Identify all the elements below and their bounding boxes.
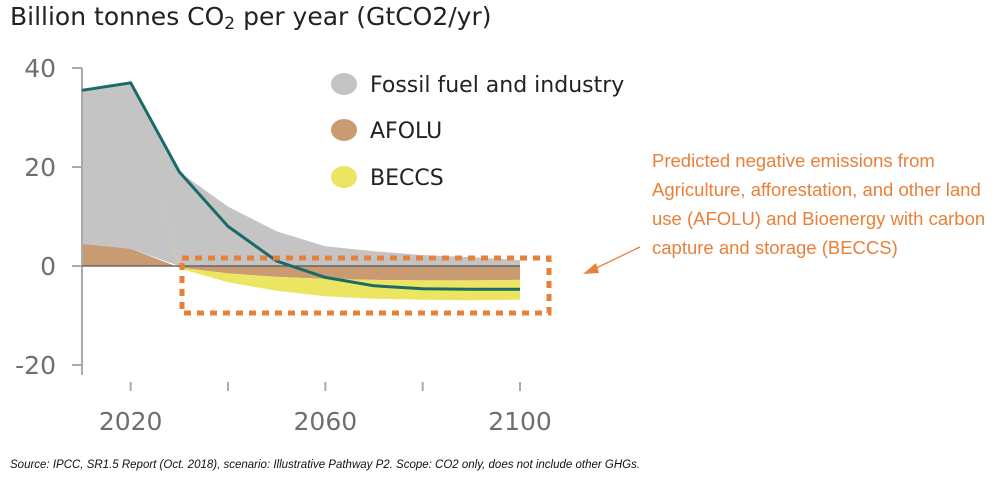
axes-layer: -20 0 20 40 2020 2060 2100 — [15, 54, 552, 436]
annotation-arrow — [589, 246, 641, 272]
title-subscript: 2 — [224, 14, 236, 34]
highlight-box — [179, 255, 552, 316]
annotation-arrowhead — [583, 263, 599, 274]
chart-title: Billion tonnes CO2 per year (GtCO2/yr) — [10, 2, 492, 34]
title-main: Billion tonnes CO — [10, 2, 225, 31]
legend: Fossil fuel and industry AFOLU BECCS — [331, 73, 624, 191]
y-tick-label: 20 — [24, 153, 56, 182]
highlight-layer — [179, 246, 641, 316]
legend-label: AFOLU — [370, 119, 442, 144]
y-tick-label: -20 — [15, 351, 56, 380]
legend-label: Fossil fuel and industry — [370, 73, 624, 98]
x-tick-label: 2060 — [294, 407, 358, 436]
legend-swatch — [331, 73, 357, 95]
source-note: Source: IPCC, SR1.5 Report (Oct. 2018), … — [10, 459, 641, 471]
area-afolu — [82, 243, 520, 281]
x-tick-label: 2020 — [99, 407, 163, 436]
title-rest: per year (GtCO2/yr) — [235, 2, 492, 31]
legend-label: BECCS — [370, 166, 444, 191]
line-layer — [81, 81, 520, 291]
y-tick-label: 0 — [40, 252, 56, 281]
area-layer — [82, 82, 520, 301]
legend-swatch — [331, 119, 357, 141]
x-tick-label: 2100 — [488, 407, 552, 436]
area-fossil-fuel-and-industry — [82, 82, 520, 266]
legend-swatch — [331, 166, 357, 188]
y-tick-label: 40 — [24, 54, 56, 83]
annotation-text: Predicted negative emissions from Agricu… — [652, 150, 986, 258]
net-emissions-line — [81, 81, 520, 291]
